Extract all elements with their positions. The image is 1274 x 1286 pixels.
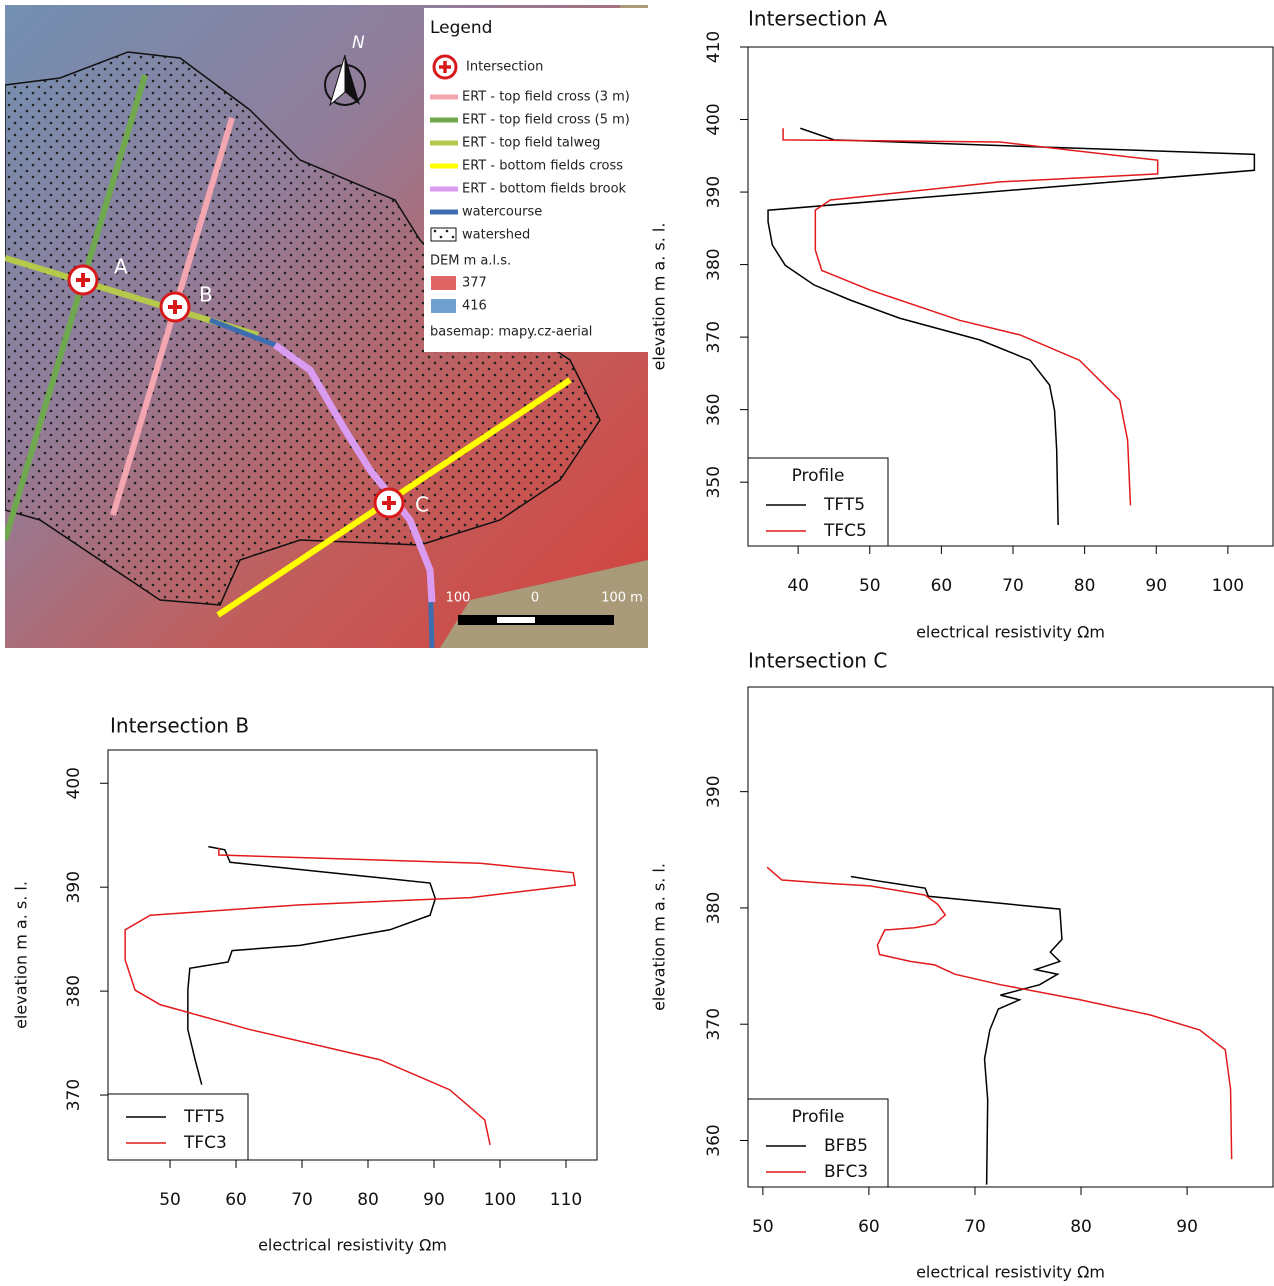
north-arrow — [324, 54, 366, 107]
y-tick-label: 410 — [704, 31, 724, 63]
x-tick-label: 50 — [159, 1190, 181, 1210]
marker-label: C — [415, 493, 429, 517]
x-tick-label: 60 — [858, 1217, 880, 1237]
x-tick-label: 50 — [752, 1217, 774, 1237]
chart-title: Intersection A — [748, 7, 887, 31]
y-tick-label: 400 — [64, 767, 84, 799]
x-tick-label: 70 — [1002, 576, 1024, 596]
map: A B C N Legend Intersection ERT - top fi… — [5, 5, 648, 648]
legend-title: Legend — [430, 18, 492, 38]
ert-line — [5, 74, 148, 541]
intersection-marker — [67, 264, 405, 519]
legend-label: TFC3 — [183, 1133, 227, 1153]
legend-box — [107, 1093, 249, 1161]
plot-frame — [747, 46, 1274, 547]
x-tick-label: 90 — [1145, 576, 1167, 596]
legend-label: Intersection — [466, 60, 543, 75]
legend-symbol — [431, 276, 456, 290]
y-tick-label: 370 — [704, 1008, 724, 1040]
north-label: N — [352, 33, 365, 53]
x-axis-label: electrical resistivity Ωm — [916, 1263, 1105, 1282]
series-line — [766, 866, 1233, 1160]
scale-bar — [458, 615, 614, 625]
x-tick-label: 50 — [859, 576, 881, 596]
series-line — [850, 875, 1063, 1185]
legend-label: 416 — [462, 299, 487, 314]
ert-line — [272, 342, 436, 603]
marker-label: A — [114, 255, 128, 279]
y-tick-label: 380 — [704, 248, 724, 280]
legend-title: Profile — [792, 466, 845, 486]
x-tick-label: 40 — [787, 576, 809, 596]
x-tick-label: 110 — [550, 1190, 582, 1210]
y-tick-label: 390 — [704, 775, 724, 807]
legend-symbol — [430, 227, 457, 242]
scale-label: 100 — [446, 591, 471, 606]
x-tick-label: 70 — [964, 1217, 986, 1237]
legend-label: TFT5 — [823, 495, 865, 515]
y-axis-label: elevation m a. s. l. — [12, 881, 31, 1029]
x-tick-label: 70 — [291, 1190, 313, 1210]
legend-label: ERT - top field talweg — [462, 136, 600, 151]
legend-label: watercourse — [462, 205, 542, 220]
legend-label: TFC5 — [823, 521, 867, 541]
y-tick-label: 390 — [704, 176, 724, 208]
y-tick-label: 370 — [64, 1079, 84, 1111]
scale-label: 100 m — [601, 591, 643, 606]
y-tick-label: 350 — [704, 466, 724, 498]
legend-label: basemap: mapy.cz-aerial — [430, 325, 592, 340]
x-tick-label: 60 — [225, 1190, 247, 1210]
legend-label: watershed — [462, 228, 530, 243]
marker-label: B — [199, 283, 213, 307]
x-tick-label: 80 — [1074, 576, 1096, 596]
series-line — [187, 845, 437, 1085]
legend-label: TFT5 — [183, 1107, 225, 1127]
y-tick-label: 400 — [704, 103, 724, 135]
y-tick-label: 380 — [64, 975, 84, 1007]
y-tick-label: 390 — [64, 871, 84, 903]
watershed — [5, 51, 601, 606]
y-tick-label: 380 — [704, 892, 724, 924]
plot-frame — [747, 686, 1274, 1188]
x-tick-label: 100 — [484, 1190, 516, 1210]
x-tick-label: 80 — [1070, 1217, 1092, 1237]
x-axis-label: electrical resistivity Ωm — [258, 1236, 447, 1255]
legend-label: ERT - bottom fields brook — [462, 182, 627, 197]
x-tick-label: 80 — [357, 1190, 379, 1210]
y-tick-label: 370 — [704, 321, 724, 353]
legend-label: ERT - top field cross (3 m) — [462, 90, 630, 105]
legend-symbol — [439, 61, 451, 73]
chart-title: Intersection B — [110, 714, 249, 738]
x-tick-label: 100 — [1212, 576, 1244, 596]
legend-box — [424, 8, 648, 352]
chart-title: Intersection C — [748, 649, 887, 673]
x-tick-label: 90 — [1176, 1217, 1198, 1237]
series-line — [782, 128, 1159, 506]
plot-frame — [107, 749, 598, 1161]
x-axis-label: electrical resistivity Ωm — [916, 623, 1105, 642]
scale-label: 0 — [531, 591, 539, 606]
legend-symbol — [431, 299, 456, 313]
legend-title: Profile — [792, 1107, 845, 1127]
series-line — [767, 127, 1256, 525]
y-axis-label: elevation m a. s. l. — [650, 863, 669, 1011]
y-tick-label: 360 — [704, 1124, 724, 1156]
legend-label: DEM m a.l.s. — [430, 254, 511, 269]
legend-label: BFB5 — [824, 1136, 868, 1156]
x-tick-label: 90 — [423, 1190, 445, 1210]
x-tick-label: 60 — [931, 576, 953, 596]
y-tick-label: 360 — [704, 393, 724, 425]
series-line — [124, 847, 577, 1146]
legend-label: ERT - top field cross (5 m) — [462, 113, 630, 128]
scale-bar — [497, 617, 535, 623]
y-axis-label: elevation m a. s. l. — [650, 223, 669, 371]
legend-label: BFC3 — [824, 1162, 868, 1182]
legend-label: 377 — [462, 276, 487, 291]
legend-label: ERT - bottom fields cross — [462, 159, 623, 174]
